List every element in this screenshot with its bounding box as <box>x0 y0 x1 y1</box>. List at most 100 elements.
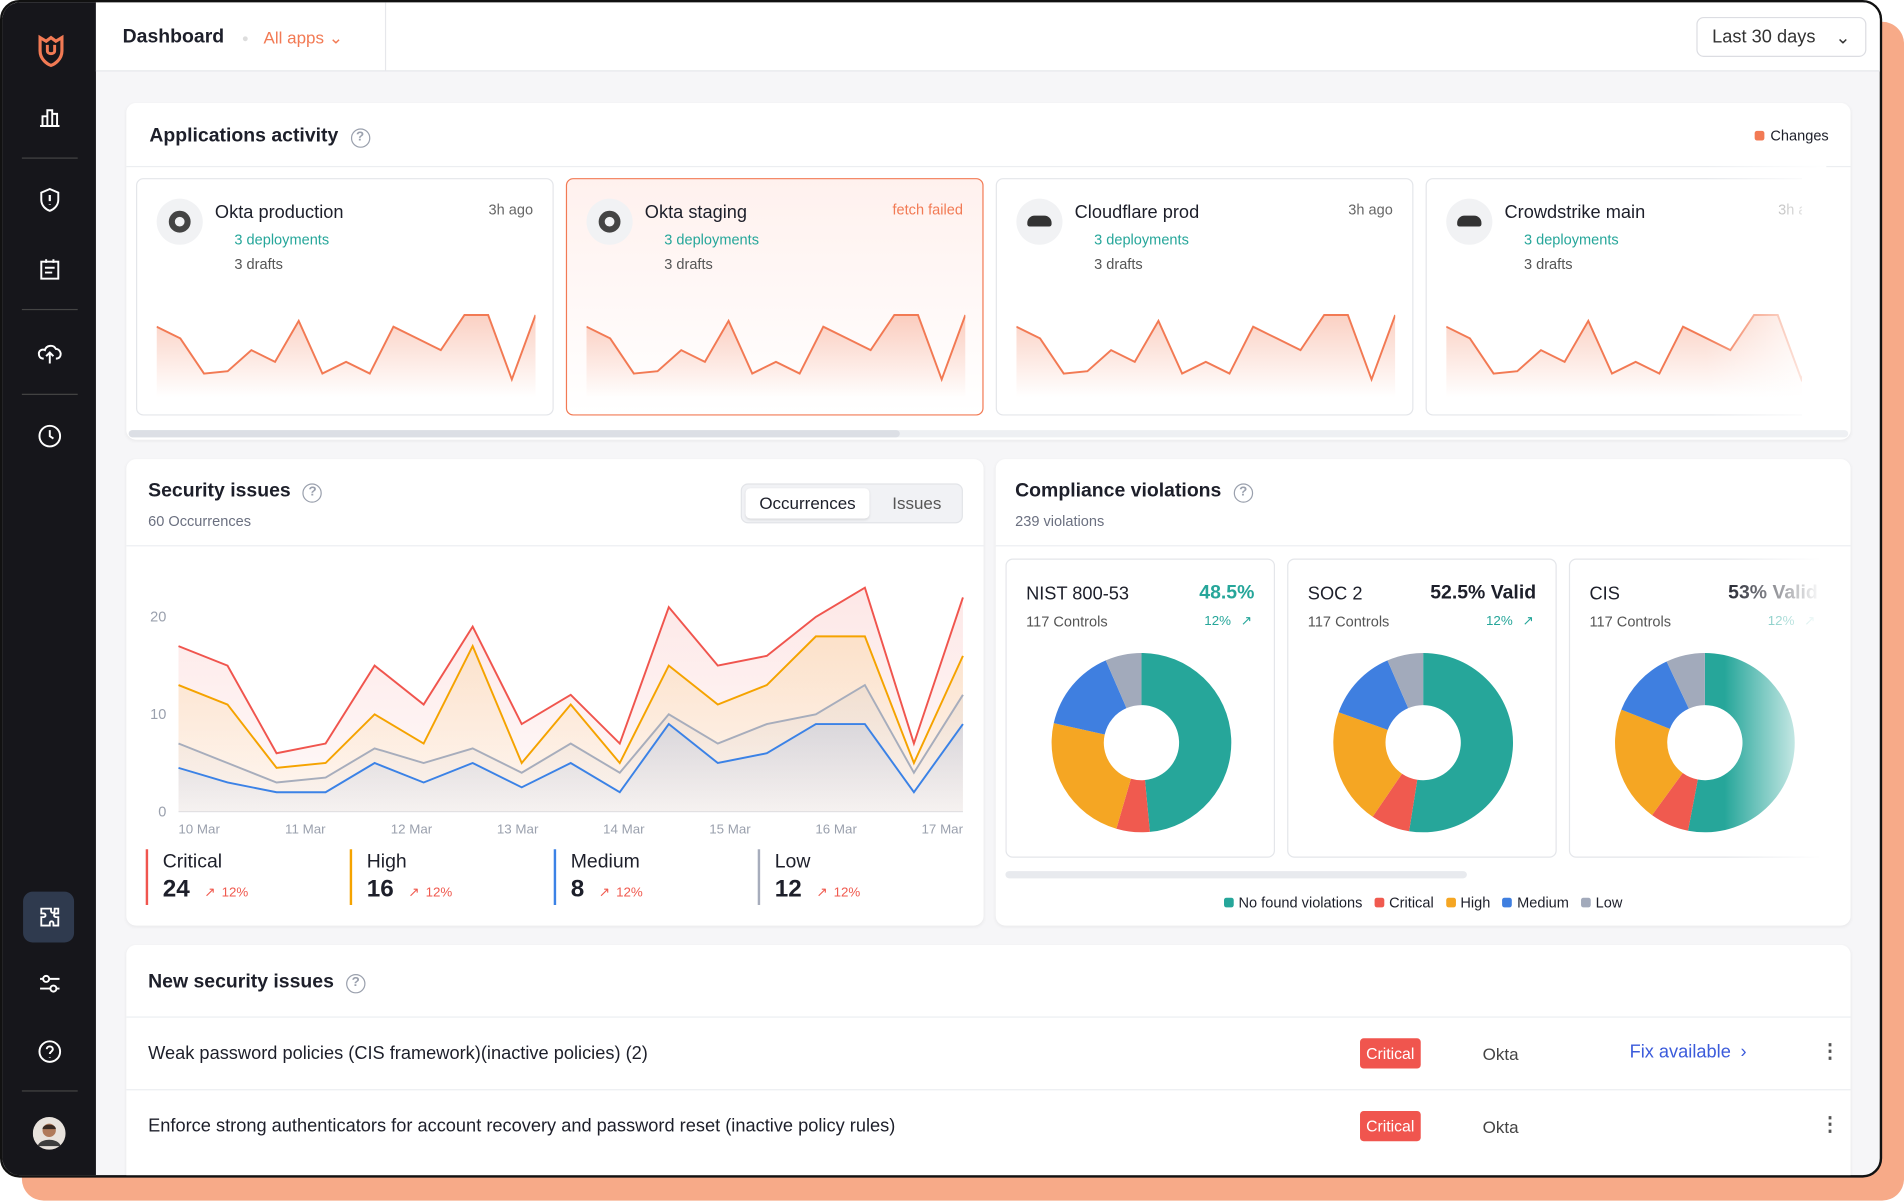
severity-badge: Critical <box>1360 1038 1421 1069</box>
donut-slice <box>1116 778 1150 833</box>
trend-arrow: ↗ <box>204 885 216 901</box>
spark-line <box>1016 314 1396 383</box>
x-tick-label: 16 Mar <box>815 822 857 837</box>
y-tick-label: 10 <box>150 707 166 723</box>
tab[interactable]: Occurrences <box>745 488 870 519</box>
app-card[interactable]: Cloudflare prod 3h ago 3 deployments 3 draf… <box>995 178 1414 416</box>
summary-row: 24 ↗ 12% <box>163 876 249 904</box>
nav-settings[interactable] <box>36 970 63 997</box>
fix-link[interactable]: Fix available › <box>1630 1042 1747 1063</box>
donut-slice <box>1141 652 1232 832</box>
y-tick-label: 20 <box>150 610 166 626</box>
fix-text: Fix available <box>1629 1041 1731 1063</box>
app-name: Cloudflare prod <box>1074 202 1200 223</box>
app-icon <box>1016 198 1063 245</box>
activity-title-text: Applications activity <box>149 125 339 147</box>
compliance-title-text: Compliance violations <box>1015 480 1222 502</box>
framework-card[interactable]: NIST 800-53 48.5% 117 Controls 12% ↗ <box>1005 558 1276 858</box>
donut-slice <box>1051 723 1131 829</box>
deployments[interactable]: 3 deployments <box>234 231 330 249</box>
compliance-cards: NIST 800-53 48.5% 117 Controls 12% ↗ SOC 2 52.… <box>1005 558 1820 862</box>
summary-name: Low <box>774 851 811 873</box>
legend-swatch <box>1754 130 1765 141</box>
summary-name: Critical <box>162 851 223 873</box>
x-tick-label: 11 Mar <box>285 822 326 837</box>
framework-card[interactable]: SOC 2 52.5% Valid 117 Controls 12% ↗ <box>1287 558 1557 858</box>
nav-dashboard[interactable] <box>36 103 63 130</box>
help[interactable]: ? <box>346 974 366 994</box>
avatar[interactable] <box>32 1117 66 1150</box>
help[interactable]: ? <box>302 483 323 503</box>
app-card[interactable]: Okta production 3h ago 3 deployments 3 draf… <box>136 178 554 416</box>
trend-arrow: ↗ <box>1522 614 1534 629</box>
legend-text: No found violations <box>1238 894 1363 912</box>
logo <box>38 34 64 68</box>
donut-slice <box>1387 652 1424 709</box>
app-filter-text: All apps <box>263 27 324 48</box>
divider <box>126 545 984 547</box>
nav-policies[interactable] <box>36 256 63 283</box>
app-card[interactable]: Okta staging fetch failed 3 deployments 3 d… <box>565 178 984 416</box>
nav-security[interactable] <box>36 187 63 214</box>
change-text: 12% <box>1204 614 1232 629</box>
controls: 117 Controls <box>1026 613 1108 630</box>
series-line <box>178 635 964 769</box>
compliance-panel: Compliance violations? 239 violations NI… <box>995 459 1851 926</box>
legend-swatch <box>1223 897 1234 908</box>
drafts: 3 drafts <box>234 255 283 273</box>
summary-change: 12% <box>616 885 643 901</box>
divider <box>384 2 387 72</box>
nav-deploy[interactable] <box>36 339 63 366</box>
deployments[interactable]: 3 deployments <box>1094 231 1189 249</box>
sparkline <box>1016 314 1396 398</box>
summary-value: 12 <box>774 875 802 903</box>
trend-arrow: ↗ <box>816 885 828 901</box>
fade <box>1704 165 1827 421</box>
row-menu[interactable]: ⋮ <box>1820 1041 1840 1063</box>
issue-row[interactable]: Enforce strong authenticators for accoun… <box>126 1089 1851 1163</box>
help[interactable]: ? <box>1233 483 1253 503</box>
legend-item: Critical <box>1374 894 1434 911</box>
app-name: Okta <box>1482 1117 1519 1137</box>
controls: 117 Controls <box>1589 613 1672 630</box>
row-menu[interactable]: ⋮ <box>1820 1114 1840 1136</box>
spark-area <box>156 314 536 398</box>
trend-arrow: ↗ <box>408 885 420 901</box>
legend-text: High <box>1460 894 1491 912</box>
divider <box>21 157 78 159</box>
app-icon <box>586 198 633 245</box>
nav-help[interactable] <box>36 1038 63 1065</box>
spark-line <box>586 314 966 383</box>
date-range-text: Last 30 days <box>1712 26 1816 48</box>
security-title: Security issues? <box>148 480 323 503</box>
issue-row[interactable]: Weak password policies (CIS framework)(i… <box>126 1016 1851 1090</box>
nav-integrations[interactable] <box>36 904 63 931</box>
scroll-thumb[interactable] <box>128 430 900 438</box>
page-title: Dashboard <box>122 26 225 48</box>
app-filter[interactable]: All apps ⌄ <box>263 27 343 48</box>
x-tick-label: 12 Mar <box>391 822 433 837</box>
change-text: 12% <box>1485 614 1513 629</box>
summary-item: Low 12 ↗ 12% <box>757 849 860 905</box>
x-tick-label: 15 Mar <box>709 822 751 837</box>
deployments[interactable]: 3 deployments <box>664 231 759 249</box>
nav-history[interactable] <box>36 423 63 450</box>
trend-arrow: ↗ <box>1240 614 1252 629</box>
help[interactable]: ? <box>350 128 370 148</box>
app-icon-glyph <box>168 210 191 233</box>
deployments[interactable]: 3 deployments <box>1523 231 1619 249</box>
issues-title: New security issues? <box>148 971 366 994</box>
summary-row: 16 ↗ 12% <box>367 876 453 904</box>
date-range[interactable]: Last 30 days ⌄ <box>1696 16 1867 57</box>
sparkline <box>156 314 536 398</box>
series-line <box>178 683 964 784</box>
tab[interactable]: Issues <box>892 493 942 513</box>
legend-swatch <box>1502 897 1513 908</box>
scrollbar <box>128 430 1849 438</box>
security-title-text: Security issues <box>148 480 291 502</box>
issues-title-text: New security issues <box>148 971 334 993</box>
top-bar: Dashboard All apps ⌄ Last 30 days ⌄ <box>95 2 1880 72</box>
app-name: Okta staging <box>644 202 748 223</box>
